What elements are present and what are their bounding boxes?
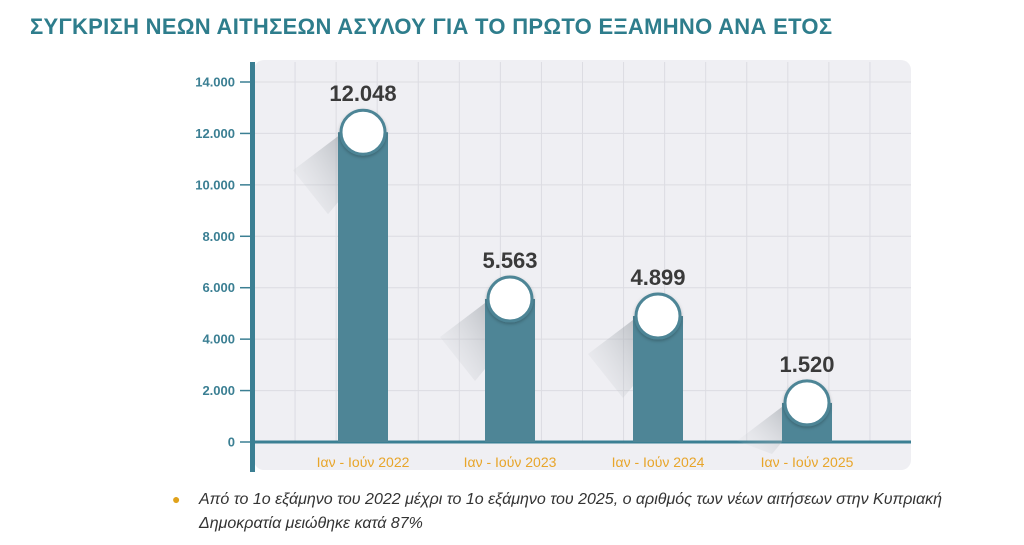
y-tick-label: 2.000 bbox=[202, 383, 235, 398]
y-axis: 0 2.000 4.000 6.000 8.000 10.000 12.000 14.000 bbox=[195, 62, 911, 472]
bar-group: 12.048 bbox=[293, 81, 397, 443]
bar-marker-circle bbox=[486, 275, 534, 323]
value-label: 5.563 bbox=[482, 248, 537, 273]
bar-shadow bbox=[737, 406, 782, 454]
category-label: Ιαν - Ιούν 2022 bbox=[317, 454, 410, 470]
bar bbox=[338, 132, 388, 443]
chart-title: ΣΥΓΚΡΙΣΗ ΝΕΩΝ ΑΙΤΗΣΕΩΝ ΑΣΥΛΟΥ ΓΙΑ ΤΟ ΠΡΩ… bbox=[30, 14, 833, 39]
y-axis-line bbox=[250, 62, 255, 472]
value-label: 4.899 bbox=[630, 265, 685, 290]
category-label: Ιαν - Ιούν 2023 bbox=[464, 454, 557, 470]
bar-chart: 02.0004.0006.0008.00010.00012.00014.000 … bbox=[195, 60, 911, 472]
bullet-dot-icon: ● bbox=[172, 491, 181, 507]
bar-marker-circle bbox=[634, 292, 682, 340]
x-axis-line bbox=[250, 440, 911, 444]
bar-group: 1.520 bbox=[737, 352, 835, 454]
bar bbox=[485, 298, 535, 442]
bar-marker-circle bbox=[339, 108, 387, 156]
y-tick-label: 14.000 bbox=[195, 75, 235, 90]
category-label: Ιαν - Ιούν 2025 bbox=[761, 454, 854, 470]
y-tick-label: 6.000 bbox=[202, 280, 235, 295]
value-label: 1.520 bbox=[779, 352, 834, 377]
bar-shadow bbox=[293, 136, 338, 215]
bar-marker-circle bbox=[783, 379, 831, 427]
y-tick-label: 8.000 bbox=[202, 229, 235, 244]
note-text: Από το 1ο εξάμηνο του 2022 μέχρι το 1ο ε… bbox=[199, 491, 942, 532]
value-label: 12.048 bbox=[329, 81, 396, 106]
bar-group: 5.563 bbox=[440, 248, 538, 442]
bar-shadow bbox=[440, 302, 485, 381]
y-tick-label: 12.000 bbox=[195, 126, 235, 141]
bar-group: 4.899 bbox=[588, 265, 686, 442]
y-tick-label: 10.000 bbox=[195, 177, 235, 192]
y-tick-label: 4.000 bbox=[202, 332, 235, 347]
chart-marks: 12.048 5.563 4.899 1.520 bbox=[293, 81, 835, 454]
bar-shadow bbox=[588, 320, 633, 399]
y-tick-label: 0 bbox=[228, 435, 235, 450]
x-axis-labels: Ιαν - Ιούν 2022 Ιαν - Ιούν 2023 Ιαν - Ιούν… bbox=[317, 454, 854, 470]
category-label: Ιαν - Ιούν 2024 bbox=[612, 454, 705, 470]
